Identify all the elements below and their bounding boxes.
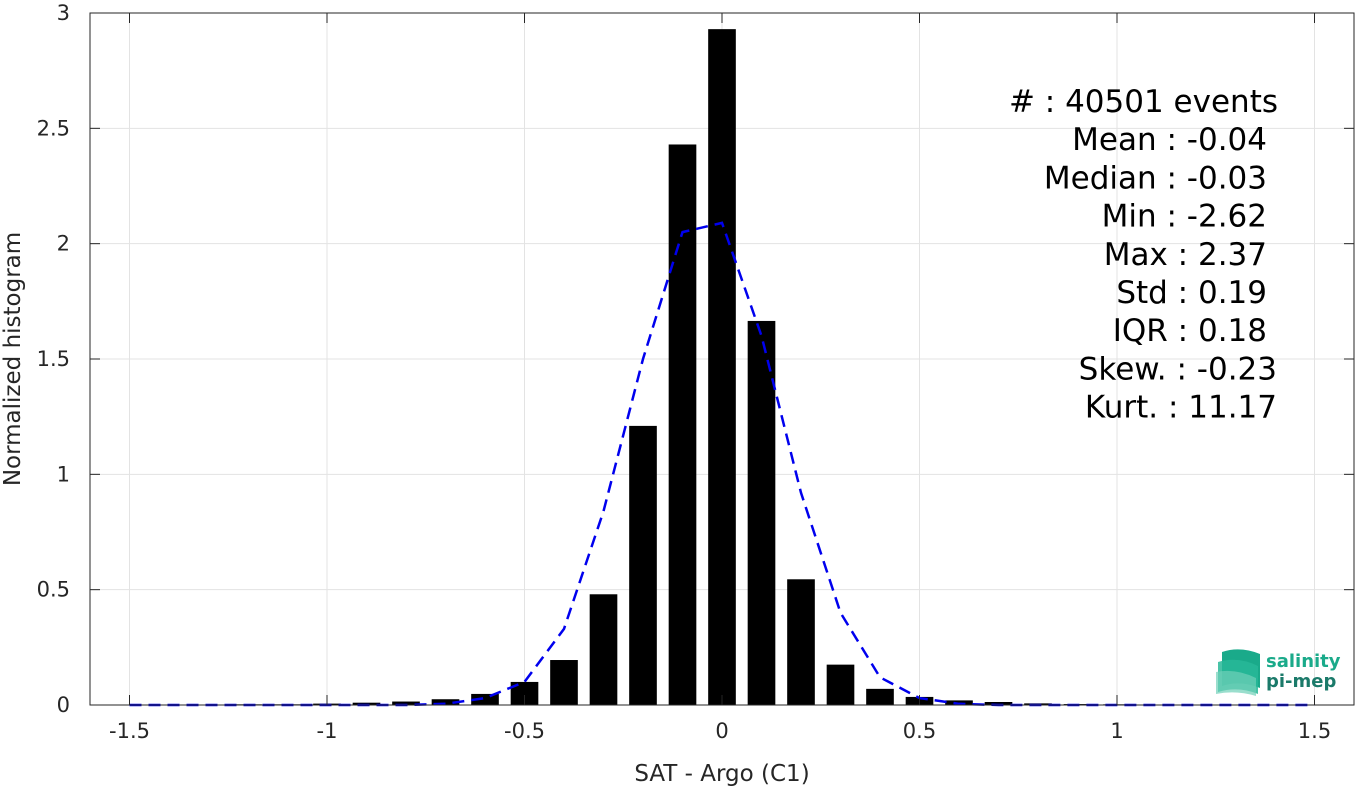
y-tick-label: 1 bbox=[57, 462, 70, 486]
stat-line: Mean : -0.04 bbox=[1072, 122, 1267, 158]
y-tick-label: 2.5 bbox=[37, 116, 70, 140]
y-tick-label: 1.5 bbox=[37, 347, 70, 371]
x-tick-label: -1.5 bbox=[109, 719, 150, 743]
x-tick-label: 0 bbox=[715, 719, 728, 743]
histogram-bar bbox=[392, 701, 420, 705]
logo-line-1: salinity bbox=[1266, 651, 1341, 672]
axes-box bbox=[89, 12, 1355, 706]
histogram-bar bbox=[668, 144, 697, 706]
y-axis-title: Normalized histogram bbox=[0, 232, 26, 486]
stat-line: Min : -2.62 bbox=[1102, 199, 1267, 235]
histogram-bar bbox=[550, 660, 578, 705]
histogram-bar bbox=[431, 699, 460, 705]
tick-labels: -1.5 -1 -0.5 0 0.5 1 1.5 0 0.5 1 1.5 2 2.5 3 bbox=[37, 1, 1332, 743]
stat-line: Max : 2.37 bbox=[1104, 237, 1267, 273]
wave-logo-icon bbox=[1216, 649, 1260, 696]
stat-line: Skew. : -0.23 bbox=[1079, 351, 1277, 387]
histogram-bars bbox=[115, 29, 1329, 706]
histogram-bar bbox=[787, 579, 815, 705]
y-tick-label: 2 bbox=[57, 232, 70, 256]
x-axis-title: SAT - Argo (C1) bbox=[634, 761, 809, 787]
histogram-bar bbox=[866, 688, 894, 705]
stat-line: IQR : 0.18 bbox=[1113, 313, 1267, 349]
x-tick-label: 1.5 bbox=[1298, 719, 1331, 743]
histogram-bar bbox=[510, 681, 539, 705]
x-tick-label: -0.5 bbox=[504, 719, 545, 743]
histogram-bar bbox=[589, 594, 618, 705]
y-tick-label: 3 bbox=[57, 1, 70, 25]
stat-line: Median : -0.03 bbox=[1044, 160, 1267, 196]
y-tick-label: 0.5 bbox=[37, 578, 70, 602]
histogram-bar bbox=[629, 425, 657, 705]
x-tick-label: -1 bbox=[317, 719, 338, 743]
x-tick-label: 0.5 bbox=[903, 719, 936, 743]
stat-line: # : 40501 events bbox=[1009, 84, 1278, 120]
histogram-bar bbox=[826, 664, 855, 705]
histogram-bar bbox=[471, 693, 499, 705]
logo-line-2: pi-mep bbox=[1266, 671, 1336, 692]
stat-line: Kurt. : 11.17 bbox=[1085, 390, 1277, 426]
histogram-bar bbox=[708, 29, 736, 705]
stat-line: Std : 0.19 bbox=[1116, 275, 1267, 311]
y-tick-label: 0 bbox=[57, 693, 70, 717]
histogram-bar bbox=[984, 702, 1013, 705]
histogram-bar bbox=[747, 320, 776, 705]
x-tick-label: 1 bbox=[1110, 719, 1123, 743]
salinity-pi-mep-logo: salinity pi-mep bbox=[1216, 649, 1341, 696]
